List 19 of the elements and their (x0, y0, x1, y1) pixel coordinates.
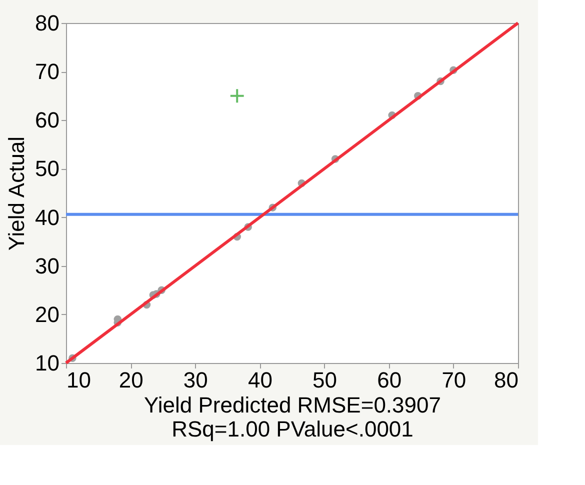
x-tick-label: 30 (183, 368, 208, 392)
x-tick-label: 70 (442, 368, 466, 392)
text: RSq=1.00 PValue<.0001 (172, 416, 414, 442)
x-tick-label: 80 (494, 368, 518, 392)
y-tick-label: 50 (35, 156, 60, 182)
y-tick-label: 70 (35, 59, 60, 84)
x-axis-title: Yield Predicted RMSE=0.3907 (144, 392, 441, 418)
y-tick-label: 40 (35, 204, 60, 230)
x-tick-label: 40 (248, 368, 272, 392)
y-tick-label: 80 (35, 10, 60, 36)
x-tick-label: 60 (377, 368, 402, 392)
y-tick-label: 30 (35, 253, 60, 278)
y-tick-label: 20 (35, 302, 60, 327)
y-tick-label: 10 (35, 350, 60, 376)
y-tick-label: 60 (35, 108, 60, 133)
y-axis-title: Yield Actual (4, 136, 30, 251)
x-tick-label: 20 (118, 368, 144, 392)
x-tick-label: 50 (312, 368, 338, 392)
x-tick-label: 10 (66, 368, 91, 392)
